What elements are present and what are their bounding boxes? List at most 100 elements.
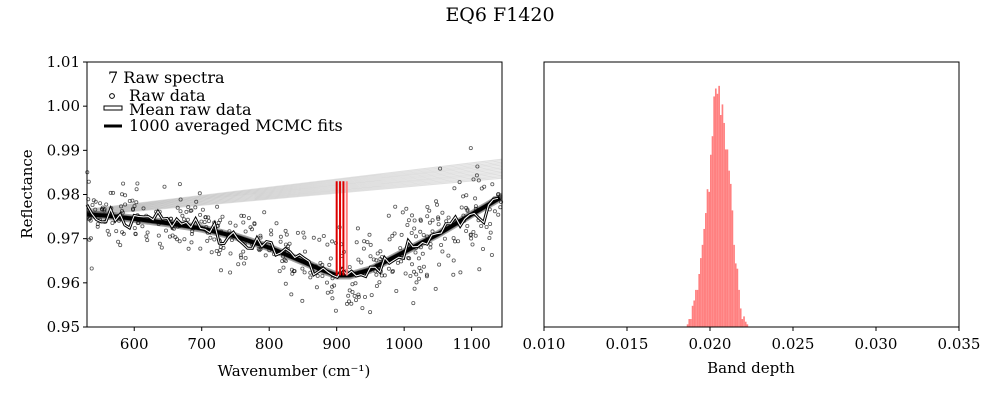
left-x-ticks: 600 700 800 900 1000 1100 [120, 327, 491, 353]
raw-data-point [427, 220, 432, 225]
continuum-fit-line [86, 170, 503, 214]
raw-data-point [120, 192, 125, 197]
histogram-bar [734, 263, 737, 327]
raw-data-point [492, 209, 497, 214]
raw-data-point [377, 280, 382, 285]
raw-data-point [238, 253, 243, 258]
raw-data-point [218, 218, 223, 223]
raw-data-point [418, 229, 423, 234]
histogram-bar [739, 308, 742, 327]
raw-data-point [186, 204, 191, 209]
raw-data-point [239, 255, 244, 260]
raw-data-point [134, 200, 139, 205]
raw-data-point [320, 273, 325, 278]
raw-data-point [428, 245, 433, 250]
raw-data-point [407, 256, 412, 261]
raw-data-point [330, 296, 335, 301]
histogram-bar [701, 244, 704, 327]
raw-data-point [412, 218, 417, 223]
histogram-bar [729, 183, 732, 327]
raw-data-point [436, 215, 441, 220]
raw-data-point [409, 262, 414, 267]
raw-data-point [134, 187, 139, 192]
spectrum-lines [85, 196, 502, 280]
raw-data-point [263, 253, 268, 258]
histogram-bar [691, 305, 694, 327]
raw-data-point [277, 269, 282, 274]
raw-data-point [332, 283, 337, 288]
raw-data-point [374, 283, 379, 288]
raw-data-point [471, 177, 476, 182]
raw-data-point [241, 213, 246, 218]
raw-data-point [353, 298, 358, 303]
raw-data-point [471, 229, 476, 234]
raw-data-point [133, 231, 138, 236]
raw-data-point [489, 252, 494, 257]
raw-data-point [355, 226, 360, 231]
raw-data-point [371, 257, 376, 262]
histogram-bar [710, 154, 712, 327]
histogram-bars [686, 85, 749, 328]
raw-data-point [318, 260, 323, 265]
raw-data-point [121, 181, 126, 186]
raw-data-point [421, 232, 426, 237]
histogram-bar [700, 258, 702, 327]
raw-data-point [214, 248, 219, 253]
raw-data-point [361, 246, 366, 251]
raw-data-point [392, 231, 397, 236]
x-tick-label: 1000 [385, 335, 423, 353]
raw-data-point [90, 202, 95, 207]
raw-data-point [281, 265, 286, 270]
raw-data-point [105, 228, 110, 233]
raw-data-point [302, 235, 307, 240]
x-tick-label: 0.020 [689, 335, 732, 353]
raw-data-point [287, 241, 292, 246]
y-tick-label: 1.00 [47, 97, 80, 115]
raw-data-point [258, 235, 263, 240]
raw-data-point [386, 266, 391, 271]
raw-data-point [418, 269, 423, 274]
raw-data-point [88, 218, 93, 223]
histogram-bar [731, 210, 734, 327]
raw-data-point [229, 237, 234, 242]
raw-data-point [215, 204, 220, 209]
raw-data-point [86, 179, 91, 184]
raw-data-point [473, 233, 478, 238]
raw-data-point [145, 230, 150, 235]
raw-data-point [177, 239, 182, 244]
raw-data-point [480, 246, 485, 251]
raw-data-point [390, 269, 395, 274]
raw-data-point [405, 222, 410, 227]
raw-data-point [212, 237, 217, 242]
raw-data-point [243, 229, 248, 234]
raw-data-point [349, 301, 354, 306]
raw-data-point [456, 239, 461, 244]
raw-data-point [163, 228, 168, 233]
raw-data-point [95, 222, 100, 227]
raw-data-point [360, 306, 365, 311]
raw-data-point [390, 233, 395, 238]
raw-data-point [430, 229, 435, 234]
raw-data-point [359, 260, 364, 265]
raw-data-point [412, 286, 417, 291]
raw-data-point [108, 190, 113, 195]
right-plot-frame [543, 61, 960, 328]
raw-data-point [473, 204, 478, 209]
raw-data-point [104, 202, 109, 207]
raw-data-point [330, 239, 335, 244]
raw-data-point [439, 242, 444, 247]
raw-data-point [127, 198, 132, 203]
histogram-bar [688, 319, 691, 327]
raw-data-point [289, 292, 294, 297]
raw-data-point [324, 280, 329, 285]
continuum-fit-line [86, 165, 503, 213]
raw-data-point [95, 224, 100, 229]
raw-data-point [93, 207, 98, 212]
raw-data-point [386, 213, 391, 218]
continuum-fit-line [86, 160, 503, 211]
raw-data-point [292, 269, 297, 274]
raw-data-point [200, 207, 205, 212]
raw-data-point [346, 293, 351, 298]
raw-data-point [186, 246, 191, 251]
x-tick-label: 1100 [453, 335, 491, 353]
